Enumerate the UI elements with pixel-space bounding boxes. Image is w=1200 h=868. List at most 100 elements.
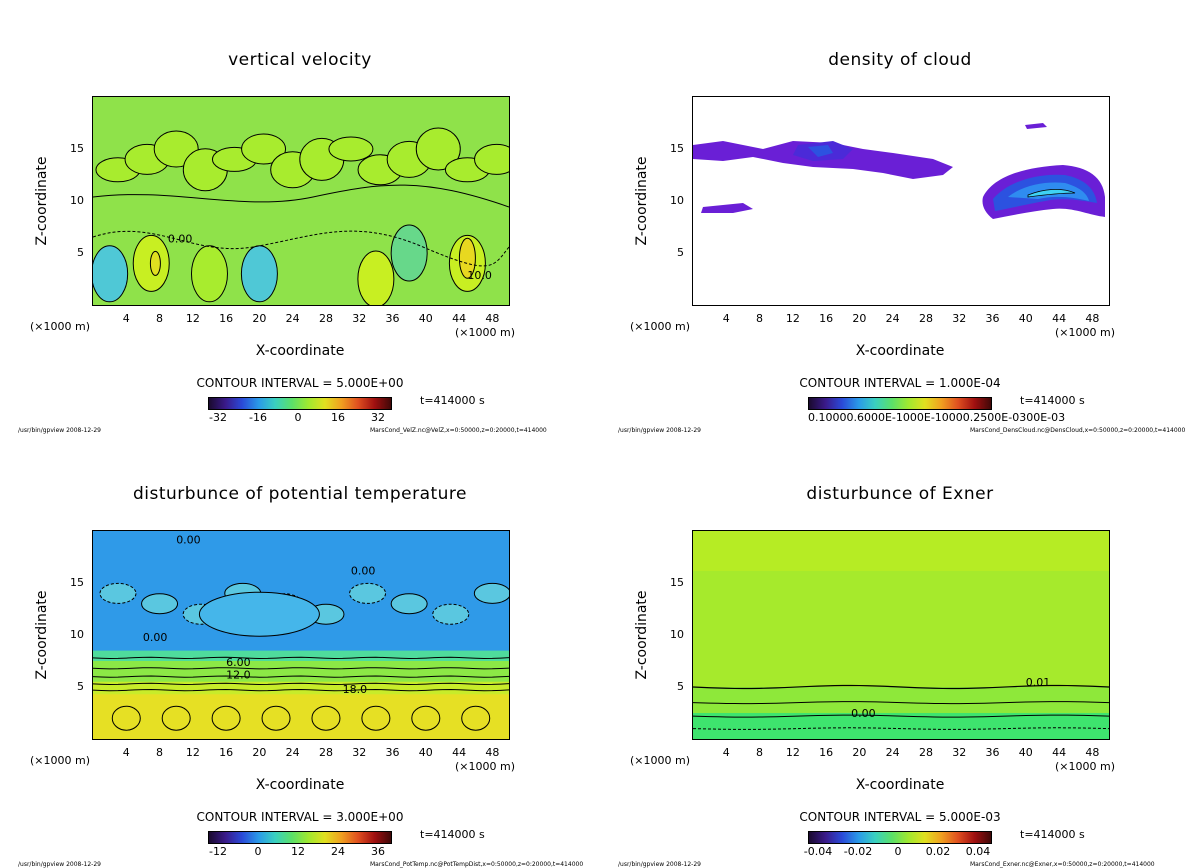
x-tick-label: 4 [122, 312, 130, 325]
time-stamp: t=414000 s [420, 394, 485, 407]
x-unit-right: (×1000 m) [1055, 760, 1116, 773]
colorbar-tick-label: -16 [249, 411, 267, 424]
x-tick-label: 16 [819, 746, 834, 759]
colorbar-tick-label: 0 [254, 845, 262, 858]
contour-line [93, 675, 509, 678]
y-tick-label: 10 [670, 194, 684, 207]
field-cell [190, 245, 228, 303]
x-tick-label: 16 [219, 746, 234, 759]
y-axis-label: Z-coordinate [34, 156, 50, 246]
y-tick-label: 10 [70, 628, 84, 641]
x-tick-label: 44 [452, 746, 467, 759]
field-patch [99, 582, 137, 604]
field-cell [357, 250, 395, 305]
field-cell [211, 705, 241, 731]
x-tick-label: 40 [418, 746, 433, 759]
x-tick-label: 28 [318, 746, 333, 759]
time-stamp: t=414000 s [420, 828, 485, 841]
contour-interval: CONTOUR INTERVAL = 5.000E-03 [799, 810, 1001, 824]
x-tick-label: 36 [985, 746, 1000, 759]
x-tick-label: 20 [252, 746, 267, 759]
field-patch [349, 582, 387, 604]
contour-label: 10.0 [467, 269, 492, 282]
x-tick-label: 20 [852, 746, 867, 759]
field-cell [111, 705, 141, 731]
colorbar-tick-label: 0.04 [965, 845, 991, 858]
chart-panel-velz: vertical velocity Z-coordinate 10.0 0.00 … [0, 0, 600, 434]
colorbar [808, 831, 992, 844]
field-patch [432, 603, 470, 625]
colorbar-tick-label: -32 [209, 411, 227, 424]
chart-title: density of cloud [828, 50, 972, 70]
x-tick-label: 48 [485, 746, 500, 759]
x-unit-left: (×1000 m) [30, 754, 91, 767]
x-tick-label: 28 [318, 312, 333, 325]
x-tick-label: 12 [185, 746, 200, 759]
field-patch [141, 593, 179, 615]
contour-line [701, 203, 753, 213]
colorbar-tick-label: 36 [371, 845, 385, 858]
contour-label: 0.00 [851, 707, 876, 720]
contour-line [693, 684, 1109, 690]
x-tick-label: 8 [756, 746, 764, 759]
x-tick-label: 40 [1018, 746, 1033, 759]
contour-label: 12.0 [226, 669, 251, 682]
contour-line [93, 694, 509, 739]
x-tick-label: 24 [285, 746, 300, 759]
y-tick-label: 15 [670, 142, 684, 155]
x-tick-label: 44 [1052, 746, 1067, 759]
footer-left: /usr/bin/gpview 2008-12-29 [18, 427, 101, 434]
x-tick-label: 44 [1052, 312, 1067, 325]
x-tick-label: 32 [952, 746, 967, 759]
field-patch [241, 133, 287, 165]
x-tick-label: 40 [1018, 312, 1033, 325]
chart-panel-exner: disturbunce of Exner Z-coordinate 0.01 0.… [600, 434, 1200, 868]
x-tick-label: 8 [756, 312, 764, 325]
field-cell [93, 245, 129, 303]
field-heatmap: 10.0 0.00 [93, 97, 509, 305]
field-patch [198, 591, 320, 637]
colorbar-tick-label: 0.02 [925, 845, 951, 858]
field-heatmap: 0.01 0.00 [693, 531, 1109, 739]
plot-area [692, 96, 1110, 306]
footer-right: MarsCond_VelZ.nc@VelZ,x=0:50000,z=0:2000… [370, 427, 547, 434]
colorbar-tick-label: 16 [331, 411, 345, 424]
y-tick-label: 5 [77, 680, 84, 693]
contour-line [1025, 123, 1047, 129]
field-cell [161, 705, 191, 731]
x-tick-label: 24 [885, 746, 900, 759]
contour-interval: CONTOUR INTERVAL = 3.000E+00 [196, 810, 404, 824]
y-tick-label: 5 [77, 246, 84, 259]
x-tick-label: 44 [452, 312, 467, 325]
contour-label: 6.00 [226, 656, 251, 669]
contour-line [693, 714, 1109, 718]
plot-area: 0.01 0.00 [692, 530, 1110, 740]
x-tick-label: 48 [485, 312, 500, 325]
plot-area: 0.00 0.00 0.00 6.00 12.0 18.0 [92, 530, 510, 740]
x-tick-label: 4 [722, 312, 730, 325]
contour-line [1027, 189, 1076, 198]
x-tick-label: 4 [722, 746, 730, 759]
contour-label: 0.00 [143, 631, 168, 644]
footer-right: MarsCond_DensCloud.nc@DensCloud,x=0:5000… [970, 427, 1186, 434]
y-axis-label: Z-coordinate [634, 156, 650, 246]
field-patch [390, 593, 428, 615]
x-axis-label: X-coordinate [855, 777, 945, 793]
x-axis-label: X-coordinate [855, 343, 945, 359]
chart-title: disturbunce of potential temperature [132, 484, 468, 504]
colorbar-tick-label: 12 [291, 845, 305, 858]
x-tick-label: 20 [852, 312, 867, 325]
x-tick-label: 8 [156, 312, 164, 325]
field-patch [328, 136, 374, 162]
y-axis-label: Z-coordinate [34, 590, 50, 680]
y-axis-label: Z-coordinate [634, 590, 650, 680]
x-tick-label: 48 [1085, 746, 1100, 759]
x-axis-label: X-coordinate [255, 343, 345, 359]
field-patch [473, 582, 509, 604]
x-tick-label: 40 [418, 312, 433, 325]
x-tick-label: 36 [985, 312, 1000, 325]
x-tick-label: 24 [285, 312, 300, 325]
contour-line [93, 667, 509, 670]
x-tick-label: 12 [785, 312, 800, 325]
x-unit-right: (×1000 m) [1055, 326, 1116, 339]
